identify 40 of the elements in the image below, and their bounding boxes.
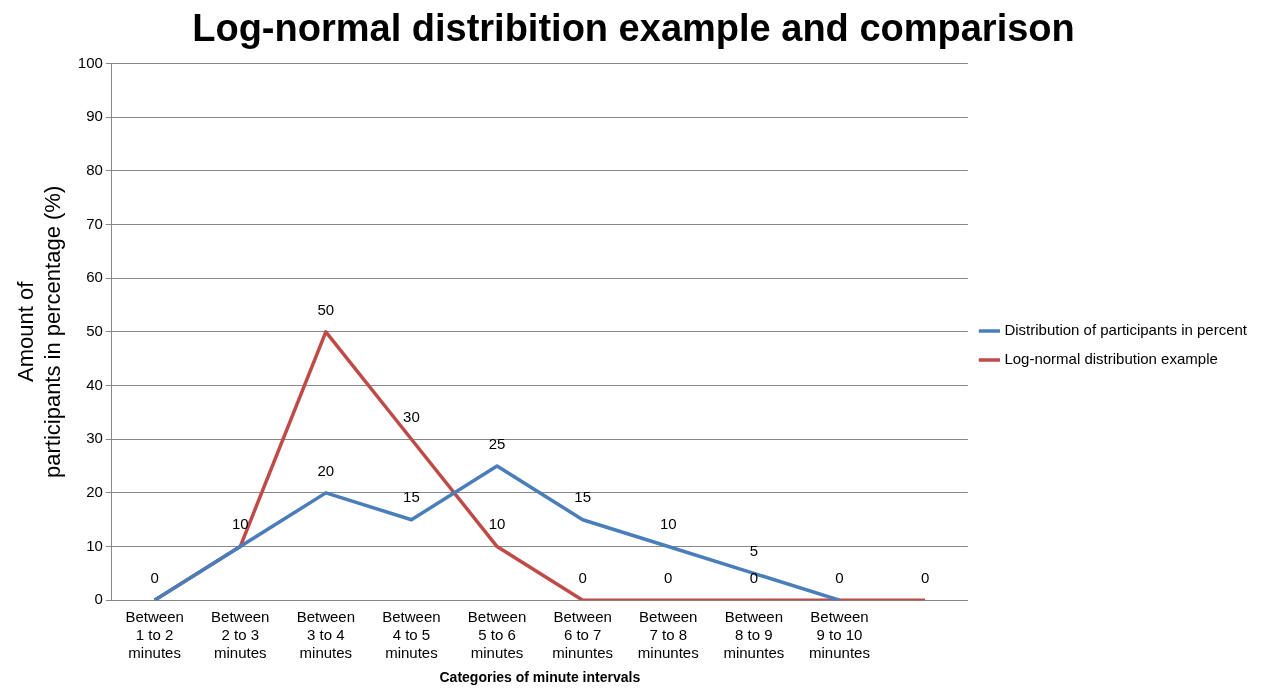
x-tick-label: Between 3 to 4 minutes bbox=[296, 608, 356, 662]
y-tick-label: 40 bbox=[86, 375, 103, 393]
legend-label: Log-normal distribution example bbox=[1004, 350, 1218, 368]
data-label: 0 bbox=[835, 568, 844, 586]
y-tick-label: 20 bbox=[86, 483, 103, 501]
x-tick-label: Between 7 to 8 minuntes bbox=[637, 608, 699, 662]
data-label: 50 bbox=[317, 300, 335, 318]
x-tick-label: Between 8 to 9 minuntes bbox=[723, 608, 785, 662]
y-tick-label: 0 bbox=[94, 590, 103, 608]
y-tick-label: 90 bbox=[86, 107, 103, 125]
y-tick-label: 70 bbox=[86, 214, 103, 232]
y-axis-title: Amount of participants in percentage (%) bbox=[13, 185, 65, 479]
data-label: 20 bbox=[317, 461, 335, 479]
data-label: 10 bbox=[659, 515, 677, 533]
y-tick-label: 100 bbox=[77, 53, 103, 71]
x-axis-title: Categories of minute intervals bbox=[439, 669, 641, 686]
x-tick-label: Between 1 to 2 minutes bbox=[125, 608, 184, 662]
x-tick-label: Between 2 to 3 minutes bbox=[211, 608, 270, 662]
data-label: 0 bbox=[578, 568, 587, 586]
data-label: 15 bbox=[403, 488, 420, 506]
data-label: 15 bbox=[574, 488, 591, 506]
x-tick-label: Between 5 to 6 minutes bbox=[467, 608, 527, 662]
data-label: 30 bbox=[403, 407, 420, 425]
y-tick-label: 10 bbox=[86, 536, 103, 554]
y-tick-label: 80 bbox=[86, 161, 103, 179]
y-tick-label: 60 bbox=[86, 268, 103, 286]
x-tick-label: Between 9 to 10 minuntes bbox=[809, 608, 870, 662]
x-tick-label: Between 4 to 5 minutes bbox=[382, 608, 441, 662]
chart-title: Log-normal distribition example and comparison bbox=[192, 7, 1075, 50]
data-label: 10 bbox=[488, 515, 506, 533]
x-tick-label: Between 6 to 7 minuntes bbox=[552, 608, 614, 662]
data-label: 0 bbox=[664, 568, 673, 586]
legend-label: Distribution of participants in percent bbox=[1004, 321, 1248, 339]
y-tick-label: 30 bbox=[86, 429, 103, 447]
y-tick-label: 50 bbox=[86, 322, 103, 340]
data-label: 5 bbox=[749, 542, 759, 560]
data-label: 25 bbox=[488, 434, 506, 452]
data-label: 0 bbox=[150, 568, 159, 586]
data-label: 0 bbox=[920, 568, 930, 586]
data-label: 10 bbox=[231, 515, 249, 533]
